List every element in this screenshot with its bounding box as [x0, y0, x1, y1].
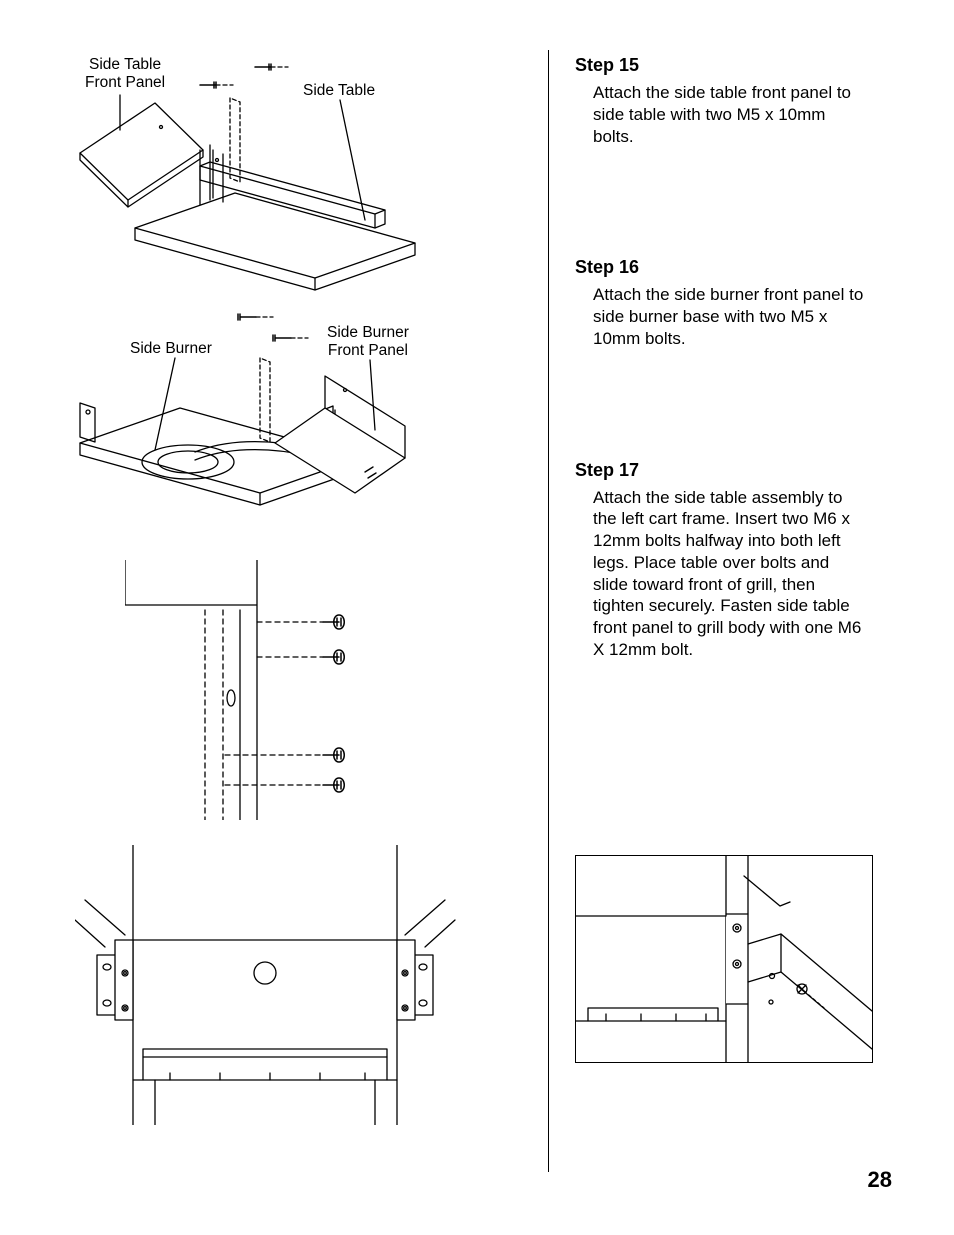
step-title: Step 16: [575, 257, 865, 278]
step-16: Step 16 Attach the side burner front pan…: [575, 257, 865, 349]
step-15: Step 15 Attach the side table front pane…: [575, 55, 865, 147]
label-line: Front Panel: [85, 74, 165, 91]
label-side-table-front-panel: Side Table Front Panel: [85, 56, 165, 92]
diagram-step-17a: [125, 560, 485, 820]
step-body: Attach the side table assembly to the le…: [575, 487, 865, 661]
step-title: Step 17: [575, 460, 865, 481]
label-line: Side Table: [89, 56, 161, 73]
step-body: Attach the side table front panel to sid…: [575, 82, 865, 147]
diagram-step-17b: [75, 845, 485, 1125]
diagram-svg-inset: [576, 856, 872, 1062]
step-17: Step 17 Attach the side table assembly t…: [575, 460, 865, 661]
step-title: Step 15: [575, 55, 865, 76]
column-divider: [548, 50, 549, 1172]
diagram-inset: [575, 855, 873, 1063]
label-side-table: Side Table: [303, 82, 375, 100]
diagram-step-15: Side Table Front Panel Side Table: [75, 50, 485, 300]
instructions-column: Step 15 Attach the side table front pane…: [575, 55, 865, 701]
diagram-step-16: Side Burner Side Burner Front Panel: [75, 310, 485, 560]
diagram-svg-3: [125, 560, 425, 820]
label-side-burner-front-panel: Side Burner Front Panel: [327, 324, 409, 360]
diagram-svg-4: [75, 845, 475, 1125]
label-side-burner: Side Burner: [130, 340, 212, 358]
page-number: 28: [868, 1167, 892, 1193]
step-body: Attach the side burner front panel to si…: [575, 284, 865, 349]
label-line: Side Burner: [327, 324, 409, 341]
label-line: Front Panel: [328, 342, 408, 359]
